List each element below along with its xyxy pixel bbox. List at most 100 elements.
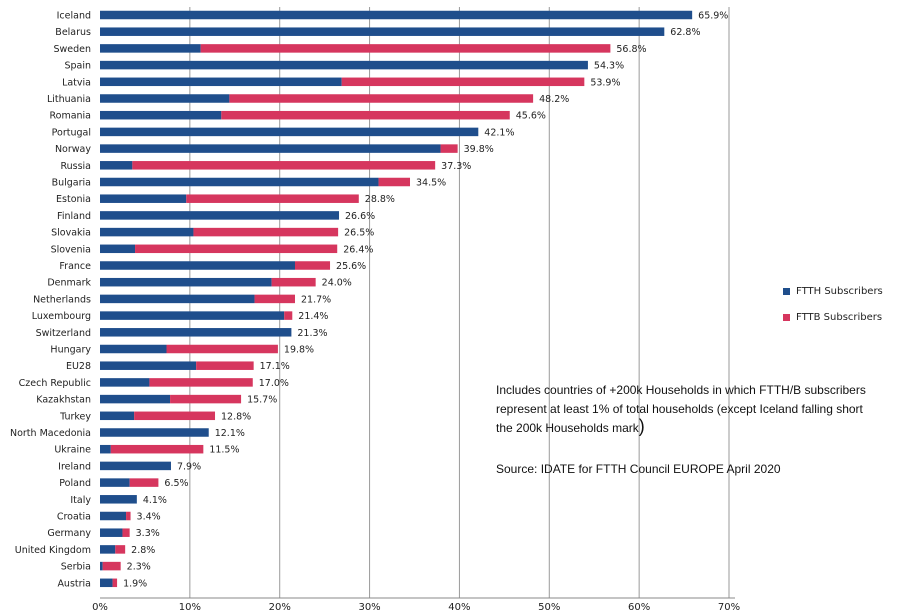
category-label-italy: Italy: [70, 495, 91, 506]
bar-fttb-russia: [132, 161, 436, 170]
category-label-hungary: Hungary: [50, 345, 91, 356]
bar-fttb-sweden: [200, 44, 611, 53]
category-label-slovakia: Slovakia: [51, 228, 91, 239]
note-line-2: represent at least 1% of total household…: [496, 402, 863, 416]
legend-item-fttb: FTTB Subscribers: [783, 309, 883, 325]
note-paren: ): [638, 416, 645, 436]
data-label-slovakia: 26.5%: [344, 228, 374, 239]
category-label-romania: Romania: [49, 111, 91, 122]
category-label-ukraine: Ukraine: [54, 445, 91, 456]
category-label-slovenia: Slovenia: [51, 244, 91, 255]
bar-ftth-sweden: [100, 44, 201, 53]
category-label-germany: Germany: [47, 528, 91, 539]
bar-fttb-romania: [221, 110, 510, 120]
x-tick-40: 40%: [448, 602, 470, 613]
category-label-netherlands: Netherlands: [33, 294, 91, 305]
data-label-kazakhstan: 15.7%: [247, 395, 277, 406]
bar-ftth-germany: [100, 528, 123, 537]
bar-ftth-russia: [100, 161, 133, 170]
data-label-spain: 54.3%: [594, 61, 624, 72]
bar-ftth-hungary: [100, 344, 167, 354]
bar-ftth-ukraine: [100, 444, 111, 454]
bar-ftth-france: [100, 261, 295, 270]
legend-swatch-ftth: [783, 287, 790, 295]
category-label-denmark: Denmark: [47, 278, 91, 289]
bar-fttb-turkey: [134, 411, 216, 421]
category-label-serbia: Serbia: [61, 562, 91, 573]
note-line-1: Includes countries of +200k Households i…: [496, 383, 866, 397]
bar-ftth-united-kingdom: [100, 545, 116, 554]
category-label-russia: Russia: [60, 161, 91, 172]
bar-fttb-united-kingdom: [115, 545, 126, 554]
data-label-austria: 1.9%: [123, 578, 147, 589]
bar-ftth-north-macedonia: [100, 428, 209, 437]
category-label-austria: Austria: [57, 578, 91, 589]
bar-ftth-eu28: [100, 361, 197, 370]
bar-ftth-estonia: [100, 194, 187, 203]
bar-fttb-norway: [440, 144, 458, 153]
legend-label-ftth: FTTH Subscribers: [796, 285, 883, 297]
category-label-estonia: Estonia: [56, 194, 91, 205]
bar-ftth-romania: [100, 110, 222, 120]
bar-ftth-switzerland: [100, 328, 292, 337]
data-label-ireland: 7.9%: [177, 461, 201, 472]
bar-ftth-italy: [100, 495, 137, 504]
note-line-3: the 200k Households mark: [496, 421, 639, 435]
category-label-ireland: Ireland: [58, 461, 91, 472]
category-label-sweden: Sweden: [53, 44, 91, 55]
data-label-north-macedonia: 12.1%: [215, 428, 245, 439]
bar-ftth-spain: [100, 60, 588, 70]
category-label-lithuania: Lithuania: [47, 94, 91, 105]
bar-fttb-eu28: [196, 361, 254, 370]
bar-ftth-slovenia: [100, 244, 136, 254]
bar-fttb-austria: [112, 578, 118, 588]
category-label-norway: Norway: [55, 144, 91, 155]
data-label-sweden: 56.8%: [616, 44, 646, 55]
data-label-eu28: 17.1%: [260, 361, 290, 372]
bar-ftth-norway: [100, 144, 441, 153]
bar-fttb-slovakia: [193, 227, 339, 237]
bars: [100, 10, 693, 588]
data-label-poland: 6.5%: [164, 478, 188, 489]
data-label-estonia: 28.8%: [365, 194, 395, 205]
category-label-spain: Spain: [64, 61, 91, 72]
category-label-turkey: Turkey: [59, 411, 91, 422]
bar-ftth-denmark: [100, 277, 272, 287]
bar-fttb-slovenia: [135, 244, 338, 254]
bar-fttb-estonia: [186, 194, 359, 203]
x-tick-0: 0%: [92, 602, 108, 613]
data-label-turkey: 12.8%: [221, 411, 251, 422]
bar-fttb-luxembourg: [284, 311, 293, 320]
data-label-bulgaria: 34.5%: [416, 178, 446, 189]
x-tick-10: 10%: [179, 602, 201, 613]
bar-fttb-denmark: [271, 277, 316, 287]
bar-ftth-finland: [100, 211, 340, 220]
data-label-serbia: 2.3%: [127, 562, 151, 573]
annotation-note: Includes countries of +200k Households i…: [496, 381, 906, 438]
data-label-netherlands: 21.7%: [301, 294, 331, 305]
data-label-latvia: 53.9%: [590, 77, 620, 88]
data-label-hungary: 19.8%: [284, 345, 314, 356]
bar-ftth-czech-republic: [100, 378, 150, 387]
data-label-finland: 26.6%: [345, 211, 375, 222]
data-label-lithuania: 48.2%: [539, 94, 569, 105]
data-label-france: 25.6%: [336, 261, 366, 272]
data-label-italy: 4.1%: [143, 495, 167, 506]
bar-ftth-austria: [100, 578, 113, 588]
category-label-finland: Finland: [57, 211, 91, 222]
x-tick-70: 70%: [718, 602, 740, 613]
x-tick-50: 50%: [538, 602, 560, 613]
x-tick-labels: 0% 10% 20% 30% 40% 50% 60% 70%: [92, 602, 740, 613]
legend-swatch-fttb: [783, 313, 790, 321]
bar-ftth-poland: [100, 478, 130, 487]
bar-fttb-poland: [129, 478, 159, 487]
data-label-germany: 3.3%: [136, 528, 160, 539]
bar-ftth-ireland: [100, 461, 171, 471]
bar-fttb-serbia: [102, 561, 121, 571]
bar-ftth-iceland: [100, 10, 693, 20]
bar-fttb-germany: [122, 528, 130, 537]
data-label-luxembourg: 21.4%: [298, 311, 328, 322]
legend-item-ftth: FTTH Subscribers: [783, 283, 883, 299]
bar-ftth-luxembourg: [100, 311, 285, 320]
